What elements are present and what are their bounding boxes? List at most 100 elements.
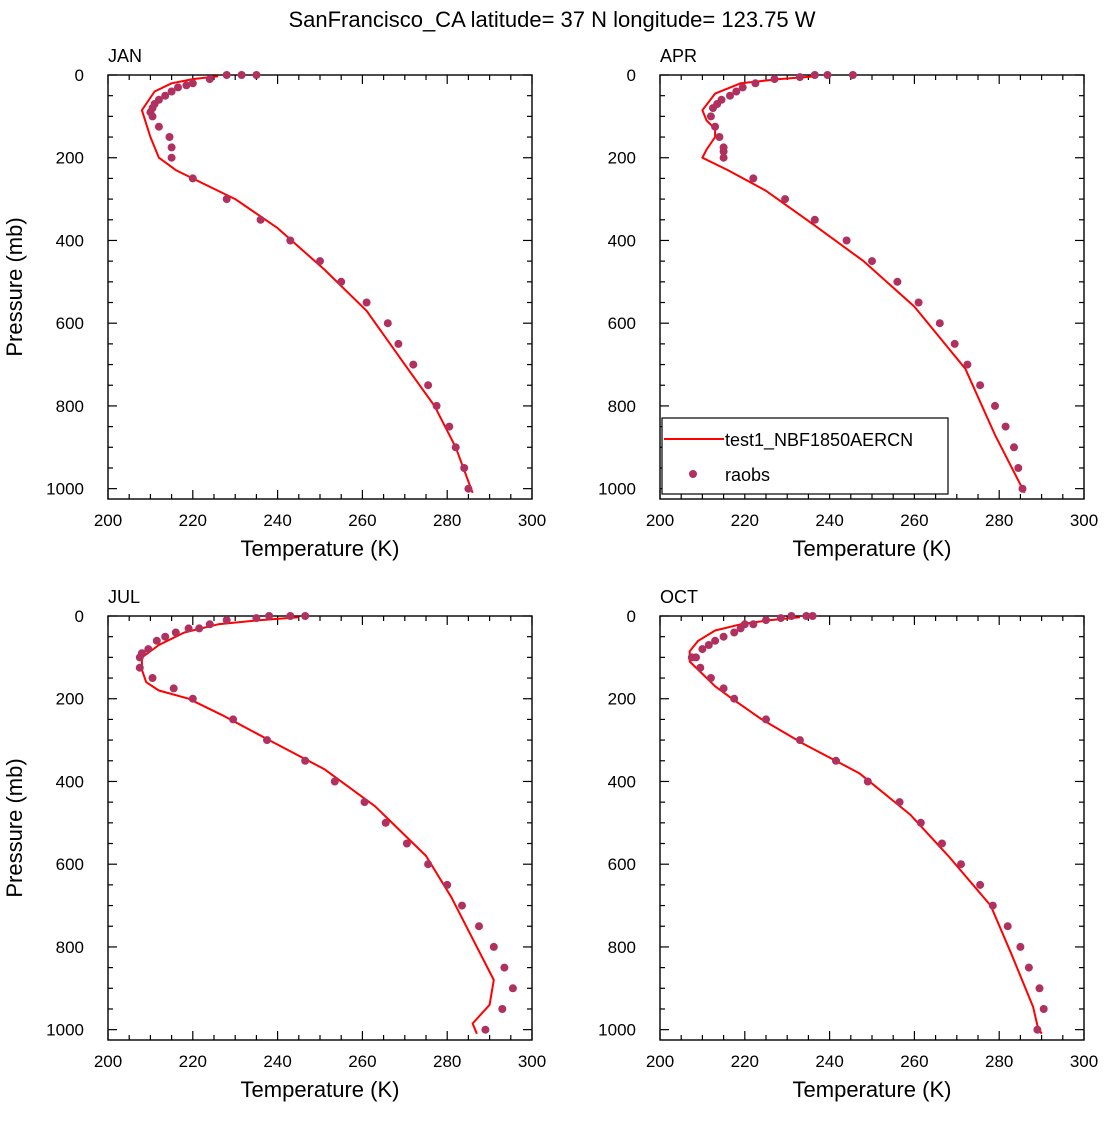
x-tick-label-jul: 260 <box>348 1052 376 1071</box>
obs-point-jan <box>394 339 403 348</box>
panel-oct: 200 220 240 260 280 300 0 200 400 600 800 1000 OCT Te… <box>598 587 1098 1102</box>
x-axis-label-jan: Temperature (K) <box>241 536 400 561</box>
obs-point-apr <box>770 75 779 84</box>
obs-point-oct <box>1039 1005 1048 1013</box>
obs-point-jul <box>424 860 433 869</box>
obs-point-oct <box>938 839 946 848</box>
model-line-oct <box>688 616 1043 1035</box>
obs-point-oct <box>795 736 804 745</box>
obs-point-oct <box>1033 1025 1042 1034</box>
obs-point-jul <box>148 674 157 682</box>
obs-point-jan <box>424 381 433 390</box>
obs-point-jul <box>205 620 214 629</box>
obs-point-oct <box>863 777 872 786</box>
obs-point-jan <box>464 484 473 493</box>
obs-point-apr <box>868 257 876 266</box>
y-tick-label-jul: 0 <box>75 607 84 626</box>
y-axis-label-jan: Pressure (mb) <box>2 217 27 356</box>
obs-point-jan <box>148 112 157 121</box>
obs-point-jul <box>184 624 193 633</box>
obs-point-jul <box>301 756 310 765</box>
obs-point-jan <box>154 122 163 131</box>
legend-box <box>661 417 949 495</box>
panel-title-apr: APR <box>660 46 697 66</box>
x-tick-label-oct: 300 <box>1070 1052 1098 1071</box>
x-tick-label-apr: 240 <box>815 511 843 530</box>
obs-point-jul <box>500 963 509 972</box>
obs-point-apr <box>706 112 715 121</box>
obs-point-jul <box>458 901 466 910</box>
x-tick-label-apr: 300 <box>1070 511 1098 530</box>
y-tick-label-oct: 1000 <box>598 1021 636 1040</box>
figure-title: SanFrancisco_CA latitude= 37 N longitude… <box>288 7 815 32</box>
y-tick-label-apr: 600 <box>608 314 636 333</box>
obs-point-apr <box>810 215 819 224</box>
y-tick-label-jul: 400 <box>56 772 84 791</box>
obs-point-jan <box>432 401 441 410</box>
obs-point-oct <box>698 645 707 654</box>
panel-jan: 200 220 240 260 280 300 0 200 400 600 800 1000 JAN Te… <box>2 46 546 561</box>
y-tick-label-oct: 200 <box>608 690 636 709</box>
legend-obs-label: raobs <box>725 465 770 485</box>
obs-point-jan <box>460 464 469 472</box>
x-tick-label-apr: 260 <box>900 511 928 530</box>
y-tick-label-apr: 400 <box>608 231 636 250</box>
panel-title-jul: JUL <box>108 587 140 607</box>
obs-point-jul <box>161 632 170 641</box>
legend-model-label: test1_NBF1850AERCN <box>725 430 913 451</box>
obs-point-jan <box>316 257 324 266</box>
x-tick-label-jul: 300 <box>518 1052 546 1071</box>
obs-point-apr <box>709 104 717 113</box>
x-tick-label-oct: 280 <box>985 1052 1013 1071</box>
obs-point-apr <box>749 174 758 183</box>
obs-point-jan <box>174 83 182 92</box>
obs-point-jul <box>135 663 144 672</box>
x-tick-label-jan: 300 <box>518 511 546 530</box>
obs-point-apr <box>738 83 747 92</box>
obs-point-apr <box>719 147 728 156</box>
obs-point-apr <box>950 339 959 348</box>
obs-point-jul <box>286 612 295 620</box>
obs-point-apr <box>1014 464 1023 472</box>
obs-point-oct <box>1016 942 1025 951</box>
obs-point-jan <box>383 319 392 328</box>
x-tick-label-jul: 200 <box>94 1052 122 1071</box>
obs-point-jul <box>171 628 180 637</box>
obs-point-oct <box>988 901 997 910</box>
x-tick-label-oct: 200 <box>646 1052 674 1071</box>
y-tick-label-jul: 800 <box>56 938 84 957</box>
obs-point-jul <box>381 818 390 827</box>
obs-point-oct <box>808 612 817 620</box>
obs-point-apr <box>1018 484 1027 493</box>
x-axis-label-oct: Temperature (K) <box>793 1077 952 1102</box>
obs-point-apr <box>963 360 972 369</box>
y-tick-label-apr: 1000 <box>598 480 636 499</box>
obs-point-oct <box>916 818 925 827</box>
obs-point-oct <box>687 653 696 662</box>
obs-point-oct <box>696 663 705 672</box>
obs-point-oct <box>762 715 770 724</box>
x-tick-label-oct: 240 <box>815 1052 843 1071</box>
obs-point-jul <box>229 715 238 724</box>
obs-point-oct <box>832 756 840 765</box>
obs-point-jan <box>222 195 231 204</box>
obs-point-oct <box>749 620 758 629</box>
y-axis-label-jul: Pressure (mb) <box>2 758 27 897</box>
x-axis-label-apr: Temperature (K) <box>793 536 952 561</box>
obs-point-apr <box>810 71 819 79</box>
x-tick-label-jan: 260 <box>348 511 376 530</box>
obs-point-apr <box>751 79 760 88</box>
obs-point-oct <box>730 694 739 703</box>
obs-point-apr <box>719 153 728 162</box>
y-tick-label-oct: 0 <box>627 607 636 626</box>
x-tick-label-apr: 280 <box>985 511 1013 530</box>
x-tick-label-apr: 220 <box>731 511 759 530</box>
x-tick-label-jan: 240 <box>263 511 291 530</box>
obs-point-jul <box>188 694 197 703</box>
panel-jul: 200 220 240 260 280 300 0 200 400 600 800 1000 JUL Te… <box>2 587 546 1102</box>
y-tick-label-apr: 0 <box>627 66 636 85</box>
obs-point-jul <box>508 984 517 993</box>
panel-title-jan: JAN <box>108 46 142 66</box>
obs-point-jan <box>252 71 261 79</box>
